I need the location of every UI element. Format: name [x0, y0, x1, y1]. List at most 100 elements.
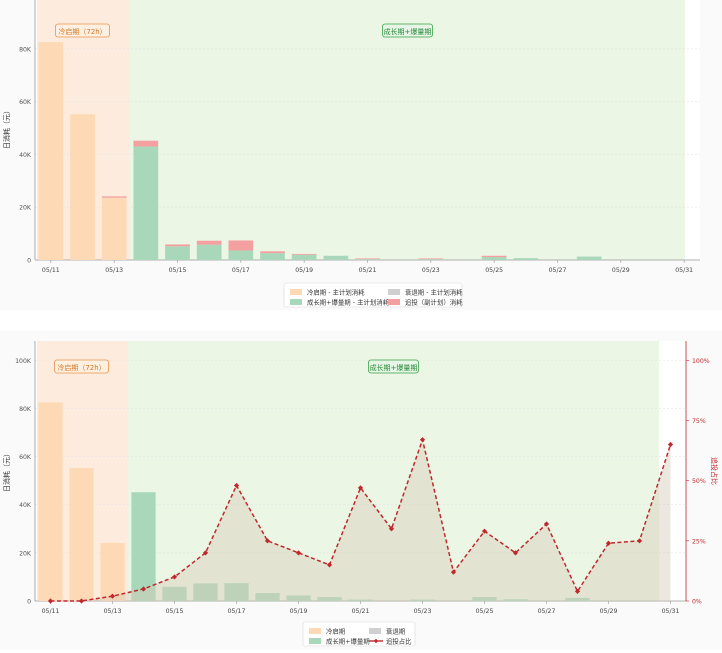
x-tick-label: 05/31 — [662, 608, 680, 615]
legend-label: 衰退期 - 主计划消耗 — [405, 288, 463, 297]
bar-成长期+爆量期 - 主计划消耗 — [323, 255, 349, 260]
legend-swatch — [309, 628, 321, 634]
x-tick-label: 05/25 — [485, 267, 503, 274]
x-tick-label: 05/15 — [166, 608, 184, 615]
cold-start-label-box — [54, 359, 109, 374]
bar-成长期+爆量期 - 主计划消耗 — [576, 256, 602, 260]
ratio-point — [140, 586, 147, 592]
y-tick-label: 100K — [15, 0, 32, 1]
legend-label: 冷启期 - 主计划消耗 — [307, 288, 365, 297]
bar-冷启期 — [38, 402, 63, 601]
bar-冷启期 — [69, 468, 94, 601]
legend-label: 冷启期 — [326, 627, 345, 636]
x-tick-label: 05/29 — [600, 608, 618, 615]
x-tick-label: 05/17 — [232, 267, 250, 274]
growth-phase-band — [128, 341, 659, 601]
bar-追投（副计划）消耗 — [260, 251, 285, 254]
y2-tick-label: 25% — [692, 538, 706, 545]
y2-tick-label: 100% — [692, 358, 710, 365]
bar-成长期+爆量期 - 主计划消耗 — [355, 259, 380, 260]
bar-追投（副计划）消耗 — [481, 255, 507, 258]
y-axis-label: 日消耗（元） — [2, 107, 11, 149]
bar-追投（副计划）消耗 — [418, 258, 444, 260]
bar-成长期+爆量期 - 主计划消耗 — [165, 246, 190, 260]
ratio-point — [512, 550, 519, 556]
legend-swatch — [290, 299, 302, 305]
ratio-point — [388, 526, 395, 532]
legend-swatch — [388, 299, 400, 305]
legend-swatch — [309, 638, 321, 644]
bar-成长期+爆量期 - 主计划消耗 — [196, 244, 222, 260]
legend-label: 衰退期 — [386, 627, 405, 636]
ratio-point — [481, 528, 488, 534]
bar-成长期+爆量期 - 主计划消耗 — [291, 254, 317, 260]
y-tick-label: 0 — [27, 258, 31, 265]
growth-phase-label-box — [368, 359, 419, 374]
x-tick-label: 05/23 — [414, 608, 432, 615]
bar-追投（副计划）消耗 — [165, 244, 190, 247]
bar-成长期+爆量期 — [472, 597, 497, 601]
bar-成长期+爆量期 — [565, 597, 590, 601]
bar-成长期+爆量期 - 主计划消耗 — [228, 250, 254, 260]
x-tick-label: 05/13 — [104, 608, 122, 615]
y-tick-label: 80K — [19, 406, 32, 413]
ratio-point — [47, 598, 54, 604]
legend-label: 追投（副计划）消耗 — [405, 298, 463, 307]
x-tick-label: 05/27 — [538, 608, 556, 615]
bar-追投（副计划）消耗 — [355, 258, 380, 260]
y2-tick-label: 75% — [692, 418, 706, 425]
growth-phase-label-box — [382, 23, 433, 38]
chart-panel-daily-spend-stacked: 0 20K 40K 60K 80K 100K 日消耗（元） 05/11 05/13 05/15 05… — [0, 0, 722, 310]
x-tick-label: 05/19 — [290, 608, 308, 615]
ratio-point — [233, 482, 240, 489]
y-tick-label: 20K — [19, 205, 32, 212]
x-tick-label: 05/21 — [352, 608, 370, 615]
x-tick-label: 05/23 — [422, 267, 440, 274]
legend-label: 成长期+爆量期 - 主计划消耗 — [307, 298, 390, 307]
bar-冷启期 - 主计划消耗 — [70, 114, 95, 260]
x-tick-label: 05/31 — [675, 267, 693, 274]
x-tick-label: 05/19 — [295, 267, 313, 274]
x-tick-label: 05/11 — [42, 608, 60, 615]
legend-box — [302, 621, 416, 647]
growth-phase-label: 成长期+爆量期 — [370, 363, 418, 372]
y-axis-label: 日消耗（元） — [2, 450, 11, 492]
x-tick-label: 05/29 — [612, 267, 630, 274]
ratio-area — [50, 439, 671, 601]
ratio-point — [202, 550, 209, 556]
x-tick-label: 05/11 — [42, 267, 60, 274]
y-tick-label: 0 — [27, 599, 31, 606]
bar-成长期+爆量期 - 主计划消耗 — [513, 258, 539, 260]
bar-冷启期 — [100, 542, 125, 601]
bar-成长期+爆量期 - 主计划消耗 — [481, 257, 507, 260]
x-tick-label: 05/17 — [228, 608, 246, 615]
bar-成长期+爆量期 — [503, 599, 528, 601]
bar-追投（副计划）消耗 — [101, 196, 127, 198]
bar-成长期+爆量期 — [255, 593, 280, 601]
bar-成长期+爆量期 - 主计划消耗 — [260, 253, 285, 260]
y-tick-label: 80K — [19, 46, 32, 53]
ratio-line — [50, 437, 672, 602]
bar-追投（副计划）消耗 — [196, 240, 222, 245]
bar-成长期+爆量期 - 主计划消耗 — [418, 259, 444, 260]
bar-成长期+爆量期 — [224, 583, 249, 601]
ratio-point — [605, 540, 612, 546]
cold-start-label: 冷启期（72h） — [58, 27, 106, 36]
chart-svg-1: 0 20K 40K 60K 80K 100K 日消耗（元） 05/11 05/13 05/15 05… — [2, 0, 700, 308]
chart-panel-daily-spend-ratio: 0 20K 40K 60K 80K 100K 日消耗（元） 05/11 05/13 05/15 05… — [0, 331, 722, 649]
y2-axis-label: 追投占比 — [710, 457, 719, 485]
bar-成长期+爆量期 — [162, 586, 187, 601]
y-tick-label: 20K — [19, 550, 32, 557]
bar-成长期+爆量期 — [410, 599, 435, 601]
bar-成长期+爆量期 - 主计划消耗 — [133, 146, 159, 260]
legend-swatch-marker — [373, 638, 379, 644]
bar-成长期+爆量期 — [286, 595, 311, 601]
legend-swatch — [290, 289, 302, 295]
ratio-point — [264, 538, 271, 544]
bar-追投（副计划）消耗 — [228, 240, 254, 251]
legend-swatch — [369, 628, 381, 634]
y-tick-label: 60K — [19, 99, 32, 106]
chart-svg-2: 0 20K 40K 60K 80K 100K 日消耗（元） 05/11 05/13 05/15 05… — [2, 341, 719, 647]
ratio-point — [636, 538, 643, 544]
legend-swatch — [388, 289, 400, 295]
